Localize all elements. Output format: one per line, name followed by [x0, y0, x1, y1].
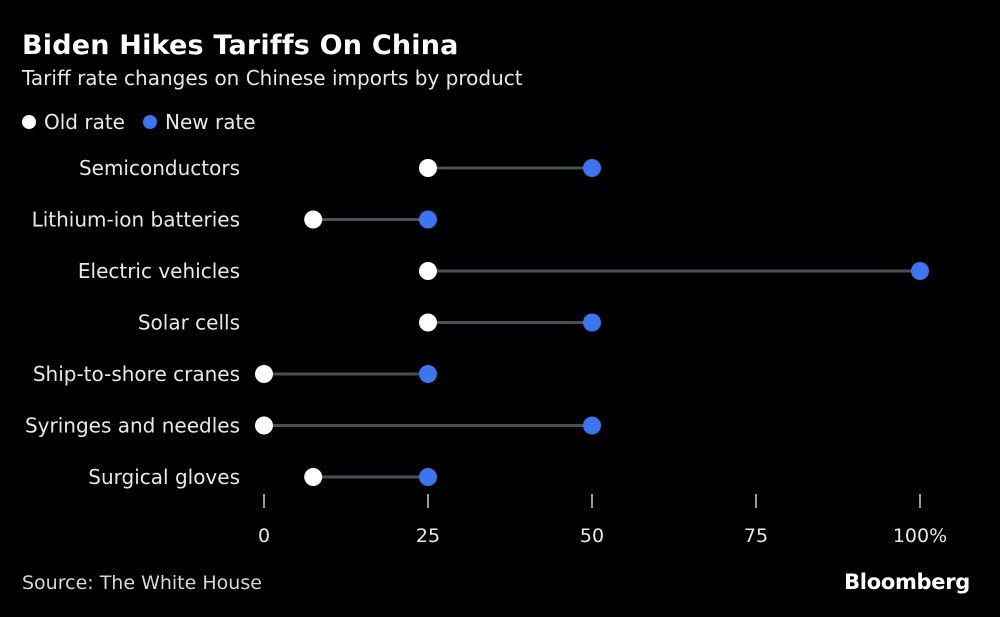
old-rate-dot-semiconductors — [419, 159, 437, 177]
new-rate-dot-electric-vehicles — [911, 262, 929, 280]
old-rate-dot-solar-cells — [419, 313, 437, 332]
category-label-electric-vehicles: Electric vehicles — [78, 259, 240, 283]
category-label-solar-cells: Solar cells — [138, 311, 240, 335]
x-tick-label-100: 100% — [893, 525, 947, 547]
legend-label-old-rate: Old rate — [44, 110, 125, 134]
category-label-surgical-gloves: Surgical gloves — [88, 465, 240, 489]
category-label-syringes-and-needles: Syringes and needles — [25, 414, 240, 438]
legend-item-new-rate: New rate — [142, 110, 256, 134]
chart-subtitle: Tariff rate changes on Chinese imports b… — [22, 66, 523, 90]
bloomberg-logo: Bloomberg — [844, 570, 970, 594]
category-label-lithium-ion-batteries: Lithium-ion batteries — [32, 208, 240, 232]
x-tick-label-50: 50 — [580, 525, 604, 547]
x-tick-label-75: 75 — [744, 525, 768, 547]
new-rate-dot-semiconductors — [583, 159, 601, 177]
category-label-semiconductors: Semiconductors — [79, 156, 240, 180]
new-rate-dot-solar-cells — [583, 313, 601, 332]
old-rate-dot-surgical-gloves — [304, 468, 323, 486]
old-rate-dot-ship-to-shore-cranes — [255, 365, 273, 383]
new-rate-marker-icon — [142, 115, 157, 129]
legend-label-new-rate: New rate — [164, 110, 256, 134]
x-tick-label-25: 25 — [416, 525, 440, 547]
source-note: Source: The White House — [22, 572, 262, 594]
old-rate-dot-electric-vehicles — [419, 262, 437, 280]
new-rate-dot-syringes-and-needles — [583, 416, 601, 435]
chart-title: Biden Hikes Tariffs On China — [22, 30, 459, 61]
legend: Old rate New rate — [22, 108, 274, 136]
new-rate-dot-surgical-gloves — [419, 468, 437, 486]
new-rate-dot-ship-to-shore-cranes — [419, 365, 437, 383]
old-rate-dot-syringes-and-needles — [255, 416, 273, 435]
legend-item-old-rate: Old rate — [22, 110, 125, 134]
new-rate-dot-lithium-ion-batteries — [419, 210, 437, 229]
old-rate-dot-lithium-ion-batteries — [304, 210, 323, 229]
category-label-ship-to-shore-cranes: Ship-to-shore cranes — [33, 362, 240, 386]
x-tick-label-0: 0 — [258, 525, 270, 547]
old-rate-marker-icon — [22, 115, 36, 129]
